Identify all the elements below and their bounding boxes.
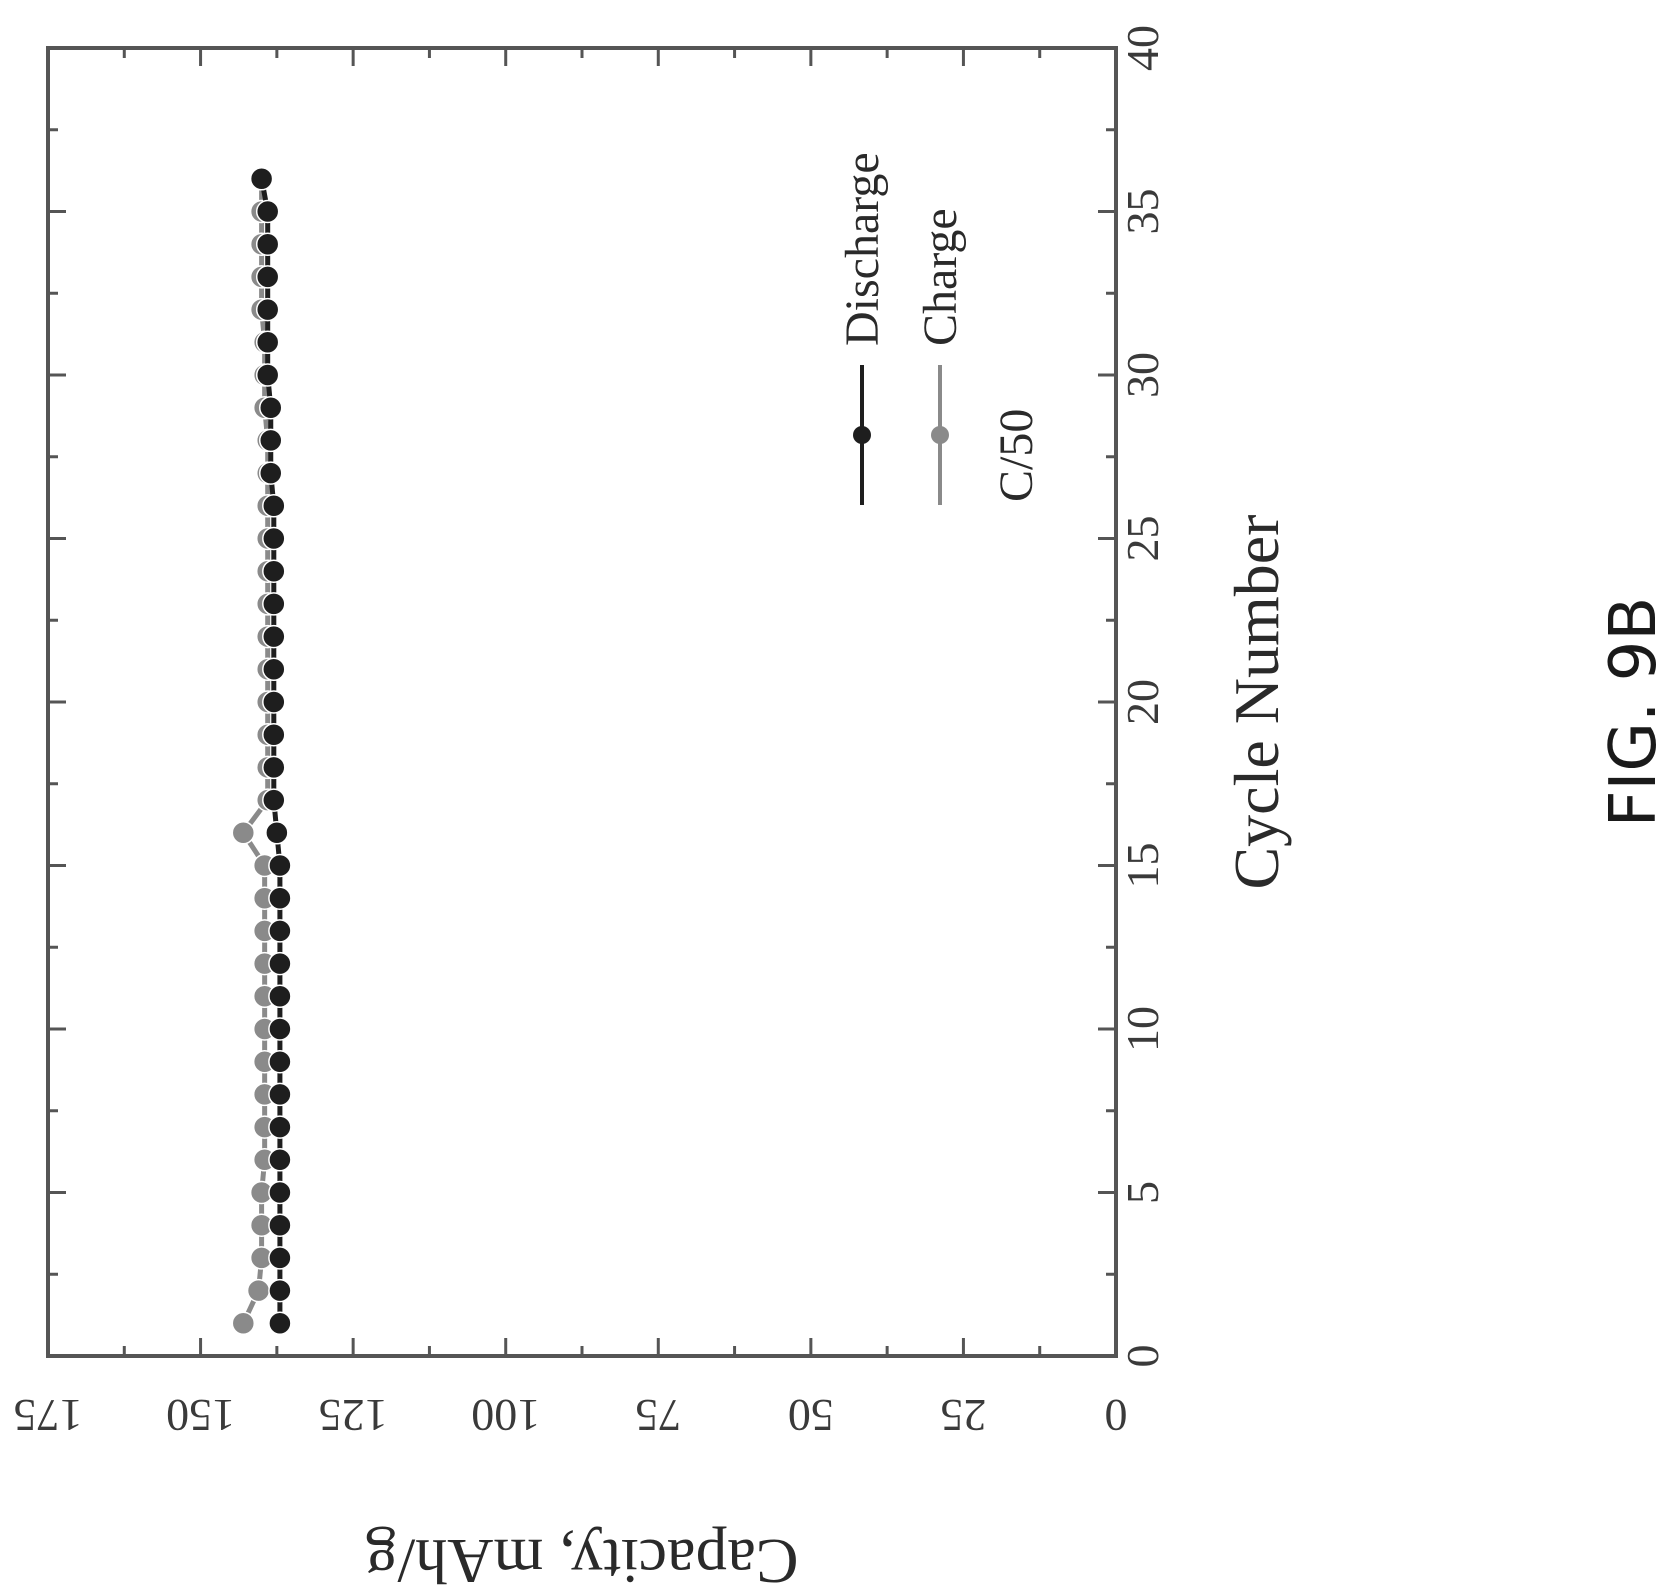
x-tick-label-30: 30 — [1117, 352, 1168, 398]
y-tick-label-100: 100 — [471, 1390, 540, 1441]
discharge-point-9 — [268, 1049, 292, 1074]
discharge-point-31 — [255, 330, 280, 355]
discharge-point-3 — [268, 1246, 292, 1270]
discharge-point-17 — [262, 788, 286, 812]
discharge-point-16 — [265, 821, 289, 845]
x-tick-label-35: 35 — [1117, 189, 1168, 235]
discharge-point-36 — [249, 167, 274, 191]
figure-label: FIG. 9B — [1597, 597, 1660, 828]
discharge-point-11 — [268, 984, 292, 1009]
x-tick-label-15: 15 — [1117, 843, 1168, 889]
discharge-point-24 — [262, 559, 286, 583]
labels-layer: 0 5 10 15 20 25 30 35 40 0 25 50 75 100 125 150 175 — [14, 25, 1169, 1441]
discharge-point-7 — [268, 1115, 292, 1139]
x-tick-label-40: 40 — [1117, 25, 1168, 71]
discharge-point-28 — [259, 428, 283, 453]
y-tick-label-125: 125 — [319, 1390, 388, 1441]
x-axis-title: Cycle Number — [1221, 515, 1292, 890]
y-tick-label-25: 25 — [940, 1390, 986, 1441]
discharge-point-5 — [268, 1180, 292, 1205]
discharge-point-13 — [268, 919, 292, 943]
x-tick-label-0: 0 — [1117, 1345, 1168, 1368]
y-tick-label-175: 175 — [14, 1390, 83, 1441]
charge-point-1 — [231, 1311, 256, 1336]
y-tick-label-150: 150 — [166, 1390, 235, 1441]
discharge-point-1 — [268, 1311, 292, 1336]
legend: Discharge Charge C/50 — [836, 152, 1043, 505]
discharge-point-15 — [268, 853, 292, 878]
ticks-layer — [46, 46, 1118, 1358]
discharge-point-18 — [262, 755, 286, 780]
discharge-point-8 — [268, 1082, 292, 1107]
legend-discharge-marker — [853, 426, 871, 444]
discharge-point-10 — [268, 1017, 292, 1041]
x-tick-label-10: 10 — [1117, 1006, 1168, 1052]
discharge-point-27 — [259, 461, 283, 485]
series-layer — [231, 167, 292, 1336]
discharge-point-2 — [268, 1278, 292, 1303]
discharge-point-25 — [262, 526, 286, 551]
discharge-point-20 — [262, 690, 286, 714]
x-tick-label-25: 25 — [1117, 516, 1168, 562]
discharge-point-4 — [268, 1213, 292, 1237]
discharge-point-35 — [255, 199, 280, 224]
discharge-point-22 — [262, 624, 286, 649]
x-tick-label-5: 5 — [1117, 1181, 1168, 1204]
discharge-point-6 — [268, 1148, 292, 1172]
legend-discharge-label: Discharge — [836, 152, 889, 346]
discharge-point-32 — [255, 297, 280, 322]
charge-point-16 — [231, 821, 256, 845]
y-tick-label-0: 0 — [1105, 1390, 1128, 1441]
discharge-point-26 — [262, 494, 286, 518]
discharge-point-33 — [255, 265, 280, 289]
discharge-point-23 — [262, 592, 286, 616]
y-tick-label-50: 50 — [788, 1390, 834, 1441]
legend-charge-marker — [931, 426, 949, 444]
y-axis-title: Capacity, mAh/g — [365, 1526, 798, 1587]
legend-charge-label: Charge — [914, 208, 967, 346]
y-tick-label-75: 75 — [635, 1390, 681, 1441]
discharge-point-19 — [262, 722, 286, 747]
discharge-point-14 — [268, 886, 292, 910]
discharge-point-21 — [262, 657, 286, 682]
legend-note: C/50 — [990, 409, 1043, 502]
discharge-point-29 — [259, 395, 283, 420]
discharge-point-30 — [255, 363, 280, 387]
x-tick-label-20: 20 — [1117, 679, 1168, 725]
charge-point-2 — [246, 1278, 271, 1303]
discharge-point-12 — [268, 951, 292, 976]
discharge-point-34 — [255, 232, 280, 256]
